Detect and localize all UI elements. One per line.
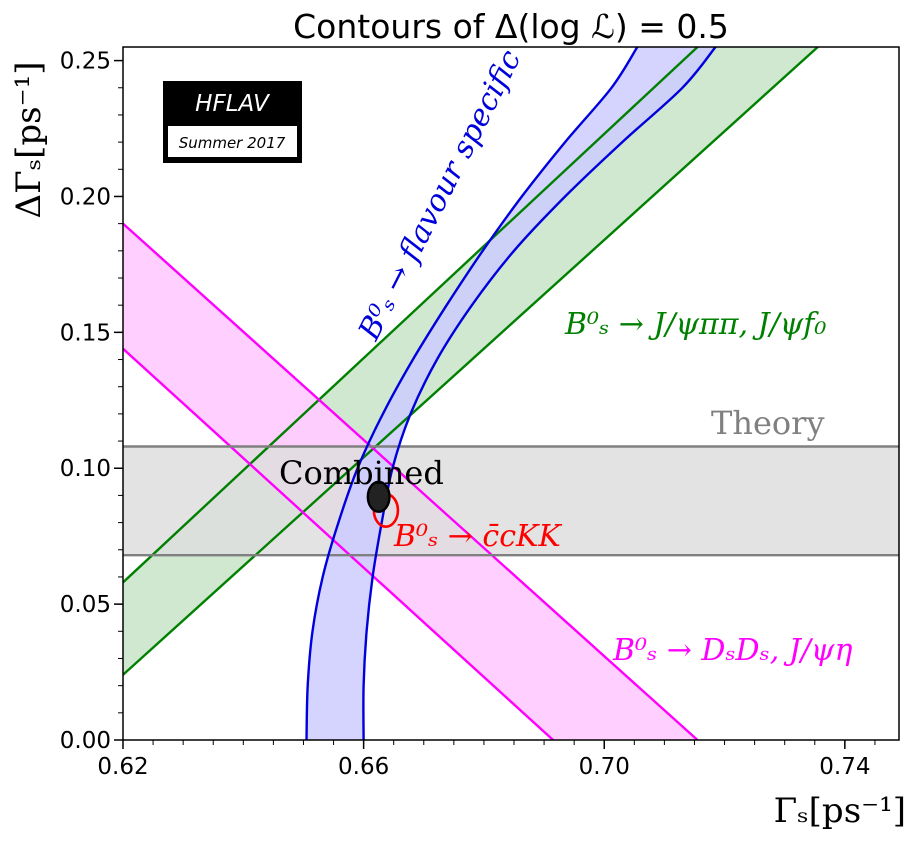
hflav-logo: HFLAV Summer 2017 — [163, 81, 302, 163]
blue-band-left-edge — [305, 47, 639, 740]
x-axis-label: Γₛ[ps⁻¹] — [774, 791, 906, 831]
green-band-lower-edge — [123, 47, 819, 676]
logo-main-text: HFLAV — [195, 91, 271, 117]
logo-sub-text: Summer 2017 — [179, 134, 286, 152]
blue-band-fill — [306, 47, 716, 740]
red-contour-label: B⁰ₛ → c̄cKK — [393, 519, 562, 554]
x-tick-label: 0.66 — [338, 754, 389, 780]
plot-area — [123, 47, 899, 740]
green-band-label: B⁰ₛ → J/ψππ, J/ψf₀ — [564, 307, 826, 342]
theory-label: Theory — [711, 404, 825, 442]
axis-ticks: 0.62 0.66 0.70 0.74 0.00 0.05 0.10 0.15 0.20 0.25 — [60, 49, 876, 780]
x-tick-label: 0.74 — [819, 754, 870, 780]
x-tick-label: 0.62 — [97, 754, 148, 780]
chart-title: Contours of Δ(log ℒ) = 0.5 — [293, 7, 729, 46]
y-tick-label: 0.20 — [60, 184, 111, 210]
magenta-band-upper-edge — [123, 222, 699, 740]
combined-contour — [366, 480, 391, 513]
plot-frame — [122, 46, 900, 741]
y-tick-label: 0.25 — [60, 49, 111, 75]
green-band-upper-edge — [123, 47, 699, 584]
theory-band-fill — [123, 446, 899, 556]
magenta-band-lower-edge — [123, 347, 554, 740]
x-tick-label: 0.70 — [579, 754, 630, 780]
y-tick-label: 0.05 — [60, 592, 111, 618]
blue-band-right-edge — [362, 47, 717, 740]
y-tick-label: 0.10 — [60, 456, 111, 482]
y-tick-label: 0.15 — [60, 320, 111, 346]
y-tick-label: 0.00 — [60, 728, 111, 754]
magenta-band-label: B⁰ₛ → DₛDₛ, J/ψη — [612, 633, 852, 668]
y-axis-label: ΔΓₛ[ps⁻¹] — [9, 62, 49, 219]
combined-label: Combined — [279, 454, 444, 492]
